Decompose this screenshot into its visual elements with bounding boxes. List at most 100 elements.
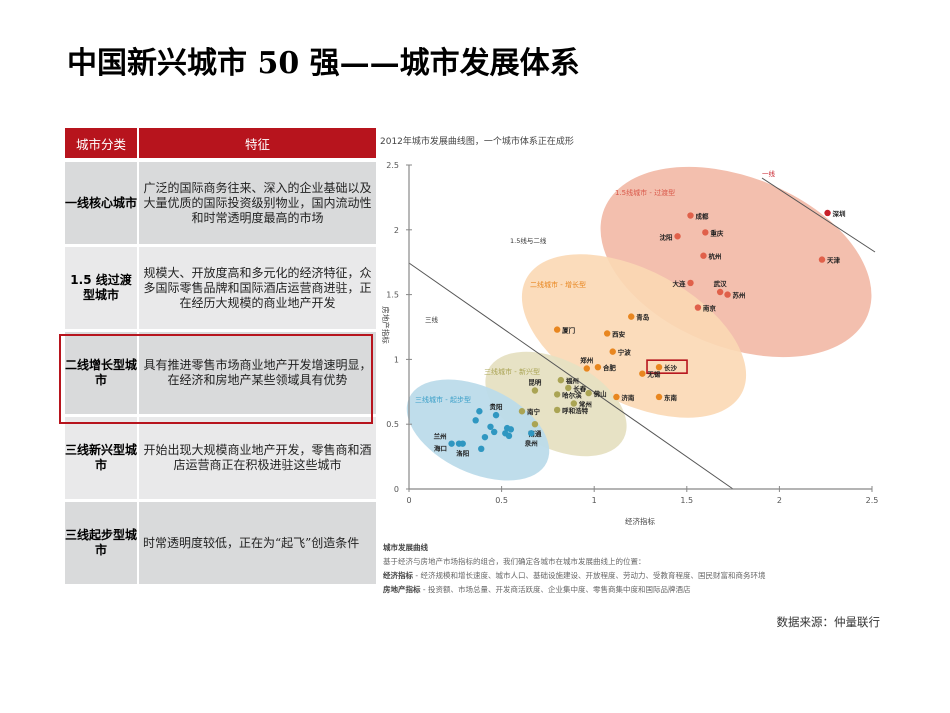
- point-label: 泉州: [525, 438, 538, 447]
- point-label: 合肥: [602, 363, 617, 372]
- label-tier1: 一线: [762, 169, 776, 178]
- x-axis-label: 经济指标: [625, 516, 655, 526]
- data-point: [553, 406, 561, 414]
- y-axis-label: 房地产指标: [381, 306, 391, 344]
- data-point: [459, 440, 466, 447]
- notes-line1: 基于经济与房地产市场指标的组合，我们确定各城市在城市发展曲线上的位置：: [383, 557, 646, 566]
- page-title: 中国新兴城市 50 强——城市发展体系: [67, 46, 580, 81]
- data-point: [700, 252, 707, 259]
- region-label-2nd-tier: 二线城市 - 增长型: [530, 280, 586, 289]
- data-point: [531, 421, 539, 428]
- data-point: [448, 440, 455, 447]
- data-point: [613, 393, 620, 401]
- point-label: 武汉: [714, 279, 728, 288]
- label-tier1-5-2: 1.5线与二线: [510, 236, 547, 245]
- chart-notes: 城市发展曲线 基于经济与房地产市场指标的组合，我们确定各城市在城市发展曲线上的位…: [383, 541, 765, 597]
- point-label: 重庆: [710, 228, 724, 237]
- data-point: [478, 445, 485, 453]
- data-point: [557, 376, 565, 384]
- point-label: 昆明: [528, 378, 542, 387]
- data-point: [505, 432, 513, 440]
- row-feature: 时常透明度较低，正在为“起飞”创造条件: [139, 502, 376, 584]
- point-label: 大连: [673, 279, 687, 288]
- row-category: 二线增长型城市: [65, 332, 139, 414]
- data-point: [585, 389, 592, 397]
- data-point: [507, 426, 515, 433]
- point-label: 福州: [565, 376, 579, 385]
- data-point: [594, 363, 602, 371]
- point-label: 东南: [664, 393, 678, 402]
- y-tick-label: 1: [394, 355, 399, 364]
- data-point: [518, 408, 526, 415]
- row-feature: 广泛的国际商务往来、深入的企业基础以及大量优质的国际投资级别物业，国内流动性和时…: [139, 162, 376, 244]
- data-point: [531, 387, 539, 394]
- table-row: 三线新兴型城市 开始出现大规模商业地产开发，零售商和酒店运营商正在积极进驻这些城…: [65, 417, 376, 499]
- data-point: [687, 212, 694, 219]
- y-tick-label: 1.5: [386, 291, 399, 300]
- data-point: [674, 233, 681, 240]
- header-feature: 特征: [244, 136, 270, 152]
- x-tick-label: 0: [406, 496, 411, 505]
- data-point: [490, 428, 498, 436]
- x-tick-label: 1: [592, 496, 597, 505]
- data-point: [583, 365, 590, 372]
- x-tick-label: 0.5: [495, 496, 508, 505]
- row-category: 1.5 线过渡型城市: [65, 247, 139, 329]
- data-point: [487, 423, 494, 430]
- divider-line-tier1: [761, 177, 876, 253]
- table-row: 1.5 线过渡型城市 规模大、开放度高和多元化的经济特征，众多国际零售品牌和国际…: [65, 247, 376, 329]
- data-point: [639, 370, 646, 377]
- point-label: 南宁: [527, 407, 541, 416]
- point-label: 南通: [528, 429, 542, 438]
- data-point: [476, 408, 483, 415]
- point-label: 海口: [434, 444, 447, 453]
- city-development-scatter-chart: 0 0.5 1 1.5 2 2.5 0 0.5 1 1.5 2 2.5 经济指标 房地产指标 一线 1.5线与…: [381, 161, 878, 526]
- point-label: 长沙: [664, 363, 678, 372]
- y-tick-label: 2: [394, 226, 399, 235]
- x-tick-label: 2: [777, 496, 782, 505]
- point-label: 无锡: [646, 370, 661, 379]
- data-point: [694, 304, 702, 311]
- label-tier3: 三线: [425, 315, 439, 324]
- row-category: 一线核心城市: [65, 162, 139, 244]
- data-point: [553, 391, 561, 398]
- point-label: 郑州: [580, 355, 593, 364]
- point-label: 苏州: [733, 291, 746, 300]
- data-point: [603, 330, 611, 337]
- divider-line-tier3: [408, 262, 734, 490]
- header-category: 城市分类: [65, 128, 139, 158]
- highlight-box: [59, 334, 373, 424]
- point-label: 哈尔滨: [562, 390, 582, 399]
- table-header: 城市分类 特征: [65, 128, 376, 158]
- data-point: [655, 363, 663, 371]
- point-label: 成都: [696, 212, 710, 221]
- data-point: [724, 291, 731, 298]
- point-label: 长春: [573, 384, 587, 393]
- region-3rd-starting: [406, 379, 550, 481]
- row-category: 三线起步型城市: [65, 502, 139, 584]
- notes-econ-label: 经济指标: [383, 571, 413, 580]
- point-label: 宁波: [618, 348, 632, 357]
- city-classification-table: 城市分类 特征 一线核心城市 广泛的国际商务往来、深入的企业基础以及大量优质的国…: [65, 128, 376, 587]
- point-label: 青岛: [636, 313, 650, 322]
- point-label: 洛阳: [456, 449, 470, 458]
- region-label-3rd-starting: 三线城市 - 起步型: [415, 395, 471, 404]
- point-label: 贵阳: [490, 402, 504, 411]
- point-label: 常州: [579, 399, 592, 408]
- data-point: [570, 400, 578, 407]
- notes-econ-text: - 经济规模和增长速度、城市人口、基础设施建设、开放程度、劳动力、受教育程度、国…: [413, 571, 766, 580]
- row-category: 三线新兴型城市: [65, 417, 139, 499]
- point-label: 呼和浩特: [562, 406, 589, 415]
- data-point: [472, 417, 479, 424]
- row-feature: 开始出现大规模商业地产开发，零售商和酒店运营商正在积极进驻这些城市: [139, 417, 376, 499]
- data-point: [492, 411, 500, 419]
- y-tick-label: 0.5: [386, 420, 399, 429]
- data-point: [481, 433, 489, 441]
- data-point: [628, 313, 635, 320]
- point-label: 沈阳: [660, 232, 674, 241]
- point-label: 杭州: [708, 252, 721, 261]
- point-label: 西安: [612, 329, 626, 338]
- data-point: [565, 384, 572, 392]
- data-point: [609, 348, 616, 355]
- x-tick-label: 1.5: [680, 496, 693, 505]
